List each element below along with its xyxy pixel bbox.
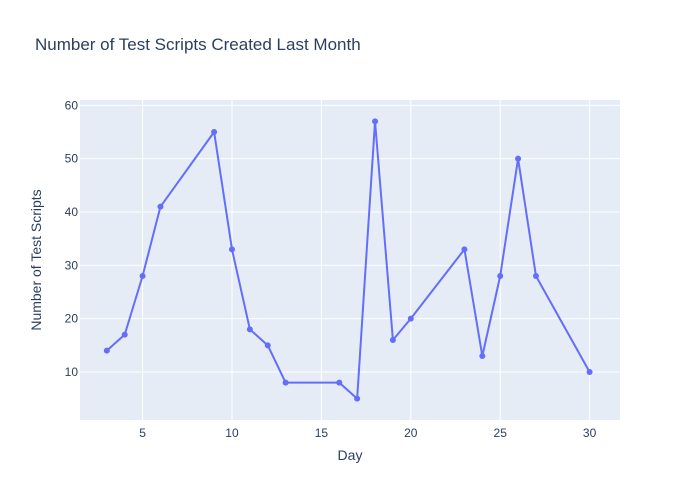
y-tick-label: 50 bbox=[65, 152, 79, 166]
chart-title: Number of Test Scripts Created Last Mont… bbox=[35, 35, 361, 54]
y-tick-labels: 10 20 30 40 50 60 bbox=[65, 98, 79, 379]
data-point[interactable] bbox=[211, 129, 218, 135]
x-gridlines bbox=[142, 100, 591, 420]
data-point[interactable] bbox=[515, 155, 522, 162]
x-tick-labels: 5 10 15 20 25 30 bbox=[139, 426, 596, 440]
data-point[interactable] bbox=[586, 369, 593, 375]
data-point[interactable] bbox=[264, 342, 271, 349]
data-point[interactable] bbox=[228, 246, 235, 253]
data-point[interactable] bbox=[372, 118, 379, 125]
x-tick-label: 10 bbox=[225, 426, 239, 440]
series-line bbox=[106, 120, 591, 400]
y-tick-label: 10 bbox=[65, 365, 79, 379]
x-tick-label: 5 bbox=[139, 426, 146, 440]
data-point[interactable] bbox=[389, 337, 396, 343]
data-point[interactable] bbox=[354, 395, 361, 402]
data-point[interactable] bbox=[157, 203, 164, 210]
x-tick-label: 20 bbox=[404, 426, 418, 440]
data-point[interactable] bbox=[121, 331, 128, 338]
x-tick-label: 15 bbox=[315, 426, 329, 440]
data-point[interactable] bbox=[246, 326, 253, 333]
x-tick-label: 30 bbox=[583, 426, 597, 440]
series-layer bbox=[103, 118, 593, 402]
data-point[interactable] bbox=[497, 273, 504, 279]
x-tick-label: 25 bbox=[494, 426, 508, 440]
data-point[interactable] bbox=[139, 273, 146, 279]
plot-area bbox=[80, 100, 620, 420]
data-point[interactable] bbox=[407, 315, 414, 322]
data-point[interactable] bbox=[479, 353, 486, 359]
data-point[interactable] bbox=[336, 379, 343, 386]
x-axis-title: Day bbox=[338, 447, 363, 463]
y-tick-label: 30 bbox=[65, 258, 79, 272]
y-gridlines bbox=[80, 104, 620, 373]
y-axis-title: Number of Test Scripts bbox=[28, 189, 44, 330]
y-tick-label: 60 bbox=[65, 98, 79, 112]
data-point[interactable] bbox=[532, 273, 539, 279]
y-tick-label: 40 bbox=[65, 205, 79, 219]
data-point[interactable] bbox=[461, 246, 468, 253]
data-point[interactable] bbox=[103, 347, 110, 354]
y-tick-label: 20 bbox=[65, 312, 79, 326]
data-point[interactable] bbox=[282, 379, 289, 386]
